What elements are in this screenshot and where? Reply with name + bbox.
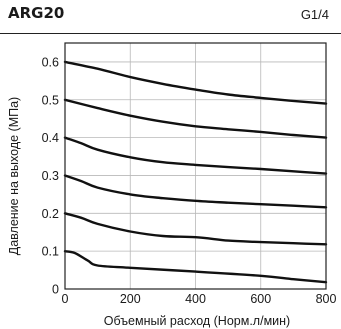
series-line-5	[63, 212, 328, 246]
plot-frame	[64, 42, 327, 290]
model-name: ARG20	[8, 4, 65, 22]
series-group	[63, 60, 328, 284]
series-line-1	[63, 60, 328, 105]
x-axis-label: Объемный расход (Норм.л/мин)	[104, 314, 290, 328]
y-tick-label: 0.4	[42, 131, 59, 145]
y-tick-label: 0.5	[42, 93, 59, 107]
y-tick-label: 0.1	[42, 245, 59, 259]
y-tick-label: 0.2	[42, 207, 59, 221]
y-tick-label: 0	[52, 283, 59, 297]
series-line-3	[63, 136, 328, 175]
y-tick-label: 0.6	[42, 55, 59, 69]
series-line-6	[63, 250, 328, 284]
x-tick-label: 600	[250, 292, 271, 306]
y-tick-label: 0.3	[42, 169, 59, 183]
x-tick-label: 200	[120, 292, 141, 306]
y-tick-labels: 0 0.1 0.2 0.3 0.4 0.5 0.6	[42, 55, 59, 296]
series-line-4	[63, 174, 328, 209]
chart-header: ARG20 G1/4	[0, 0, 341, 40]
header-divider	[0, 33, 341, 34]
port-size: G1/4	[300, 7, 329, 22]
y-axis-label: Давление на выходе (МПа)	[7, 97, 21, 255]
x-tick-labels: 0 200 400 600 800	[62, 292, 337, 306]
x-tick-label: 400	[185, 292, 206, 306]
axes-frame	[64, 42, 327, 290]
series-line-2	[63, 98, 328, 139]
x-tick-label: 0	[62, 292, 69, 306]
x-tick-label: 800	[316, 292, 337, 306]
